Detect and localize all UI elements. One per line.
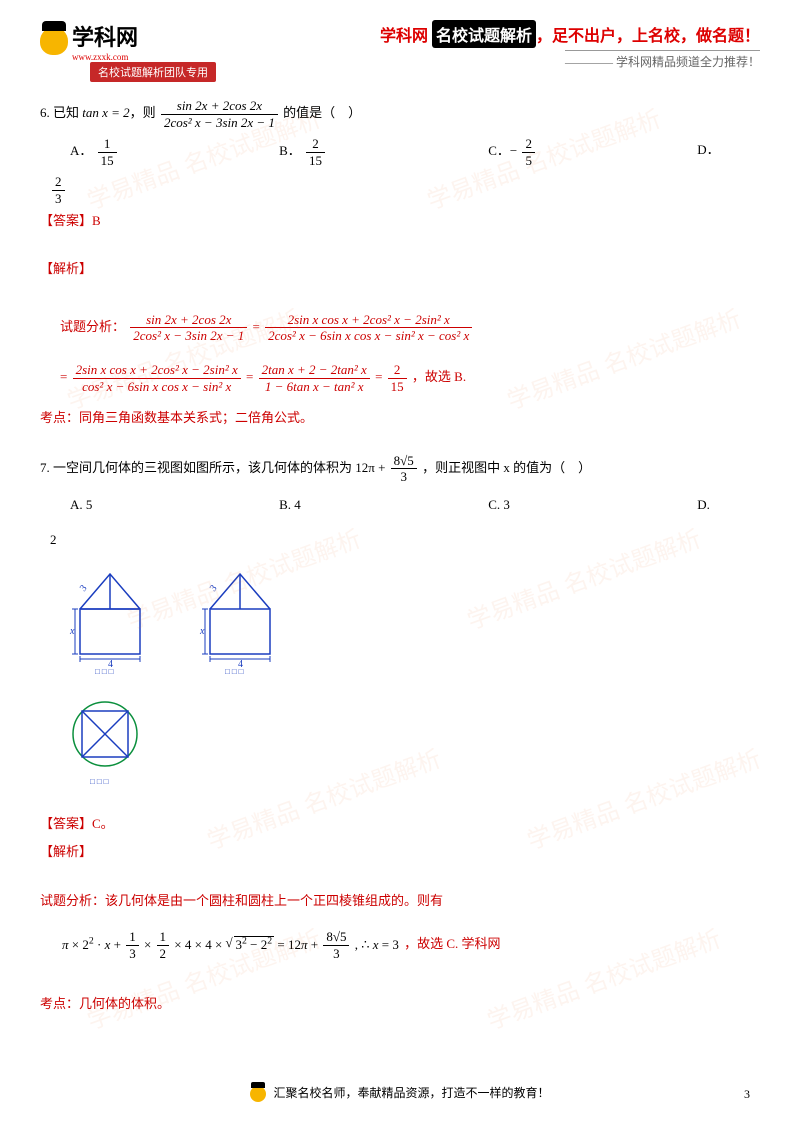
banner-sub: ———— 学科网精品频道全力推荐！ xyxy=(565,50,760,70)
q7-optD: D. xyxy=(697,491,760,520)
page-number: 3 xyxy=(744,1087,750,1102)
q7-topic: 考点：几何体的体积。 xyxy=(40,990,760,1019)
side-view-icon: x 3 4 □ □ □ xyxy=(190,564,290,674)
q7-optC: C. 3 xyxy=(488,491,697,520)
header: 学科网 www.zxxk.com 名校试题解析团队专用 学科网 名校试题解析，足… xyxy=(40,20,760,88)
q6-stem: 6. 已知 tan x = 2，则 sin 2x + 2cos 2x 2cos²… xyxy=(40,98,760,130)
footer-text: 汇聚名校名师，奉献精品资源，打造不一样的教育！ xyxy=(273,1086,549,1100)
svg-text:3: 3 xyxy=(78,583,90,594)
q6-optD: D． xyxy=(697,136,760,168)
logo-icon xyxy=(40,27,68,55)
svg-text:□ □ □: □ □ □ xyxy=(95,667,114,674)
logo: 学科网 www.zxxk.com xyxy=(40,20,216,62)
svg-text:x: x xyxy=(199,626,205,637)
q7-stem: 7. 一空间几何体的三视图如图所示，该几何体的体积为 12π + 8√53 ，则… xyxy=(40,453,760,485)
q6-topic: 考点：同角三角函数基本关系式；二倍角公式。 xyxy=(40,404,760,433)
q7-optD-wrap: 2 xyxy=(50,526,760,555)
q6-step2: = 2sin x cos x + 2cos² x − 2sin² xcos² x… xyxy=(60,362,760,394)
header-right: 学科网 名校试题解析，足不出户，上名校，做名题！ ———— 学科网精品频道全力推… xyxy=(380,20,760,70)
q6-answer: 【答案】B xyxy=(40,207,760,236)
banner-brand: 学科网 xyxy=(380,28,428,45)
q6-optB: B． 215 xyxy=(279,136,488,168)
q7-equation: π × 22 · x + 13 × 12 × 4 × 4 × 32 − 22 =… xyxy=(60,929,760,961)
logo-url: www.zxxk.com xyxy=(72,52,138,62)
q7-optA: A. 5 xyxy=(70,491,279,520)
q6-step1: 试题分析： sin 2x + 2cos 2x2cos² x − 3sin 2x … xyxy=(60,312,760,344)
q7-options: A. 5 B. 4 C. 3 D. xyxy=(70,491,760,520)
q6-optC: C．− 25 xyxy=(488,136,697,168)
footer-logo-icon xyxy=(250,1086,266,1102)
q6-options: A． 115 B． 215 C．− 25 D． xyxy=(70,136,760,168)
svg-text:□ □ □: □ □ □ xyxy=(90,777,109,786)
q7-analysis-text: 试题分析：该几何体是由一个圆柱和圆柱上一个正四棱锥组成的。则有 xyxy=(40,887,760,916)
q6-optD-wrap: 23 xyxy=(50,174,760,206)
svg-text:3: 3 xyxy=(208,583,220,594)
banner-tail: ，足不出户，上名校，做名题！ xyxy=(536,28,760,45)
header-left: 学科网 www.zxxk.com 名校试题解析团队专用 xyxy=(40,20,216,88)
q7-optB: B. 4 xyxy=(279,491,488,520)
q7-answer: 【答案】C。 xyxy=(40,810,760,839)
q7-diagram-houses: x 3 4 □ □ □ x 3 4 xyxy=(60,564,760,674)
q7-analysis-label: 【解析】 xyxy=(40,838,760,867)
footer: 汇聚名校名师，奉献精品资源，打造不一样的教育！ xyxy=(0,1084,800,1102)
page: 学易精品 名校试题解析 学易精品 名校试题解析 学易精品 名校试题解析 学易精品… xyxy=(0,0,800,1132)
front-view-icon: x 3 4 □ □ □ xyxy=(60,564,160,674)
logo-text: 学科网 xyxy=(72,20,138,52)
team-badge: 名校试题解析团队专用 xyxy=(90,62,216,82)
svg-text:□ □ □: □ □ □ xyxy=(225,667,244,674)
banner-main: 学科网 名校试题解析，足不出户，上名校，做名题！ xyxy=(380,20,760,48)
banner-box: 名校试题解析 xyxy=(432,20,536,48)
svg-text:x: x xyxy=(69,626,75,637)
content: 6. 已知 tan x = 2，则 sin 2x + 2cos 2x 2cos²… xyxy=(40,98,760,1018)
top-view-icon: □ □ □ xyxy=(60,694,150,789)
q6-analysis-label: 【解析】 xyxy=(40,255,760,284)
q6-optA: A． 115 xyxy=(70,136,279,168)
